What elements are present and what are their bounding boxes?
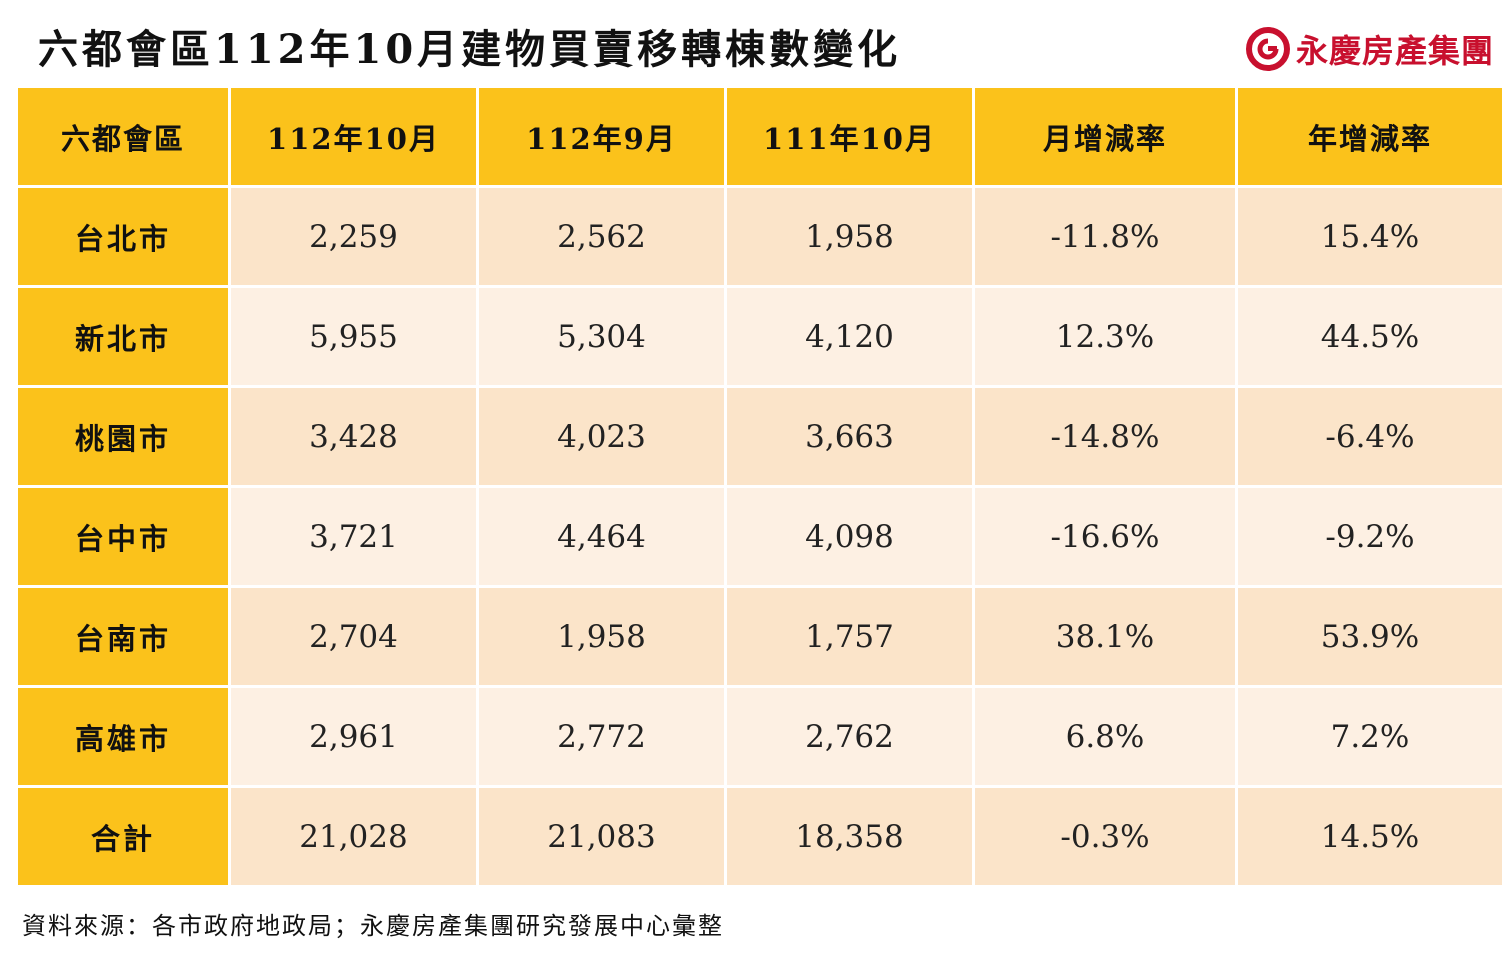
row-label: 高雄市	[18, 688, 231, 788]
table-cell: -16.6%	[975, 488, 1238, 588]
data-table: 六都會區 112年10月 112年9月 111年10月 月增減率 年增減率 台北…	[18, 88, 1502, 890]
table-cell: -6.4%	[1238, 388, 1502, 488]
table-cell: 5,304	[479, 288, 727, 388]
table-cell: 5,955	[231, 288, 479, 388]
table-header-2023-oct: 112年10月	[231, 88, 479, 188]
table-cell: 1,958	[479, 588, 727, 688]
table-cell: -11.8%	[975, 188, 1238, 288]
table-cell-total: 21,083	[479, 788, 727, 888]
table-cell: 2,259	[231, 188, 479, 288]
table-cell: 2,562	[479, 188, 727, 288]
table-cell: 53.9%	[1238, 588, 1502, 688]
table-cell: 1,757	[727, 588, 975, 688]
table-cell-total: 14.5%	[1238, 788, 1502, 888]
row-label: 台南市	[18, 588, 231, 688]
row-label: 台北市	[18, 188, 231, 288]
table-header-2023-sep: 112年9月	[479, 88, 727, 188]
table-cell: 12.3%	[975, 288, 1238, 388]
table-cell: -9.2%	[1238, 488, 1502, 588]
table-cell-total: 18,358	[727, 788, 975, 888]
table-cell: 1,958	[727, 188, 975, 288]
table-cell: 4,120	[727, 288, 975, 388]
row-label-total: 合計	[18, 788, 231, 888]
row-label: 桃園市	[18, 388, 231, 488]
table-header-region: 六都會區	[18, 88, 231, 188]
table-cell: 2,961	[231, 688, 479, 788]
brand-logo: 永慶房產集團	[1245, 24, 1494, 74]
table-cell: 4,098	[727, 488, 975, 588]
table-cell: 4,023	[479, 388, 727, 488]
table-cell: 3,663	[727, 388, 975, 488]
table-cell-total: -0.3%	[975, 788, 1238, 888]
table-cell: 6.8%	[975, 688, 1238, 788]
table-header-yoy: 年增減率	[1238, 88, 1502, 188]
page-title: 六都會區112年10月建物買賣移轉棟數變化	[38, 26, 902, 73]
table-cell: 3,428	[231, 388, 479, 488]
row-label: 新北市	[18, 288, 231, 388]
table-cell: 3,721	[231, 488, 479, 588]
table-cell: 2,762	[727, 688, 975, 788]
table-header-mom: 月增減率	[975, 88, 1238, 188]
table-header-2022-oct: 111年10月	[727, 88, 975, 188]
table-cell: 15.4%	[1238, 188, 1502, 288]
table-cell: 2,772	[479, 688, 727, 788]
row-label: 台中市	[18, 488, 231, 588]
brand-name: 永慶房產集團	[1295, 32, 1494, 70]
table-cell-total: 21,028	[231, 788, 479, 888]
table-cell: 38.1%	[975, 588, 1238, 688]
table-cell: -14.8%	[975, 388, 1238, 488]
table-cell: 4,464	[479, 488, 727, 588]
source-note: 資料來源：各市政府地政局；永慶房產集團研究發展中心彙整	[22, 912, 724, 940]
table-cell: 44.5%	[1238, 288, 1502, 388]
table-cell: 2,704	[231, 588, 479, 688]
table-cell: 7.2%	[1238, 688, 1502, 788]
brand-logo-icon	[1245, 27, 1290, 71]
